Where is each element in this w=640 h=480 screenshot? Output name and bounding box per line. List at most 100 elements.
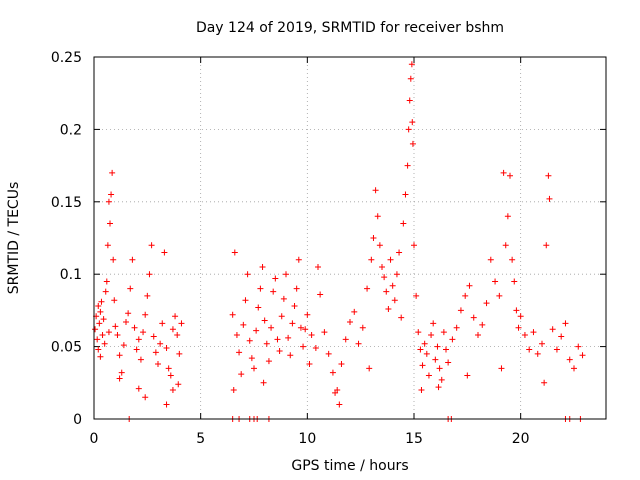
data-point [259, 263, 266, 270]
data-point [107, 220, 113, 227]
data-point [97, 353, 104, 360]
data-point [355, 340, 362, 347]
data-point [504, 213, 511, 220]
data-point [297, 324, 304, 331]
data-point [270, 288, 277, 295]
data-point [502, 242, 509, 249]
data-point [131, 324, 138, 331]
data-point [405, 126, 412, 133]
data-point [155, 360, 161, 367]
data-point [118, 369, 125, 376]
data-point [116, 375, 123, 382]
data-point [436, 365, 443, 372]
data-point [133, 346, 140, 353]
data-point [105, 198, 112, 205]
data-point [163, 345, 170, 352]
data-point [308, 332, 315, 339]
data-point [470, 314, 477, 321]
data-point [372, 187, 379, 194]
data-point [135, 336, 142, 343]
data-point [511, 278, 518, 285]
data-point [257, 285, 264, 292]
data-point [430, 320, 437, 327]
data-point [110, 256, 117, 263]
y-tick-label: 0.2 [60, 122, 82, 138]
x-tick-label: 10 [298, 431, 316, 447]
data-point [174, 332, 181, 339]
data-point [100, 316, 107, 323]
data-point [169, 326, 176, 333]
data-point [432, 356, 439, 363]
data-point [240, 321, 247, 328]
data-point [332, 389, 339, 396]
data-point [434, 343, 441, 350]
data-point [411, 242, 417, 249]
data-point [421, 340, 428, 347]
data-point [98, 298, 105, 305]
data-point [423, 350, 430, 357]
data-point [236, 349, 243, 356]
data-point [417, 346, 424, 353]
data-point [415, 329, 422, 336]
data-point [169, 387, 176, 394]
data-point [407, 75, 414, 82]
data-point [464, 372, 471, 379]
data-point [425, 372, 432, 379]
data-point [255, 304, 262, 311]
data-point [175, 381, 182, 388]
data-point [553, 346, 560, 353]
data-point [317, 291, 324, 298]
data-point [229, 311, 236, 318]
data-point [101, 340, 108, 347]
data-point [116, 352, 123, 359]
axis-ticks: 0 5 10 15 20 0 0.05 0.1 0.15 0.2 0.25 [51, 50, 606, 447]
data-point [230, 387, 237, 394]
x-tick-label: 15 [405, 431, 423, 447]
y-tick-label: 0.05 [51, 340, 82, 356]
data-point [265, 358, 272, 365]
data-point [99, 332, 106, 339]
data-point [549, 326, 556, 333]
data-point [379, 263, 385, 270]
y-tick-label: 0 [73, 412, 82, 428]
data-point [408, 61, 415, 68]
data-point [129, 256, 136, 263]
data-point [111, 297, 118, 304]
data-point [312, 345, 319, 352]
data-point [558, 333, 565, 340]
data-point [351, 308, 358, 315]
data-point [376, 242, 383, 249]
data-point [393, 271, 400, 278]
data-point [165, 365, 172, 372]
data-point [92, 326, 99, 333]
x-axis-label: GPS time / hours [291, 458, 408, 474]
data-point [276, 347, 283, 354]
data-point [418, 387, 425, 394]
data-point [263, 340, 270, 347]
data-point [562, 320, 569, 327]
data-point [142, 394, 149, 401]
data-point [280, 295, 287, 302]
data-point [287, 352, 294, 359]
data-point [233, 332, 240, 339]
y-tick-label: 0.1 [60, 267, 82, 283]
data-point [453, 324, 460, 331]
data-point [306, 360, 313, 367]
data-point [543, 242, 550, 249]
data-point [428, 332, 435, 339]
data-point [167, 372, 174, 379]
y-tick-label: 0.25 [51, 50, 82, 66]
data-point [546, 195, 553, 202]
data-point [261, 317, 268, 324]
data-point [571, 365, 577, 372]
data-point [148, 242, 155, 249]
data-point [178, 320, 185, 327]
data-point [127, 285, 134, 292]
data-point [413, 292, 420, 299]
data-point [391, 297, 398, 304]
data-point [285, 334, 292, 341]
data-point [144, 292, 151, 299]
data-point [176, 350, 183, 357]
data-point [449, 336, 456, 343]
